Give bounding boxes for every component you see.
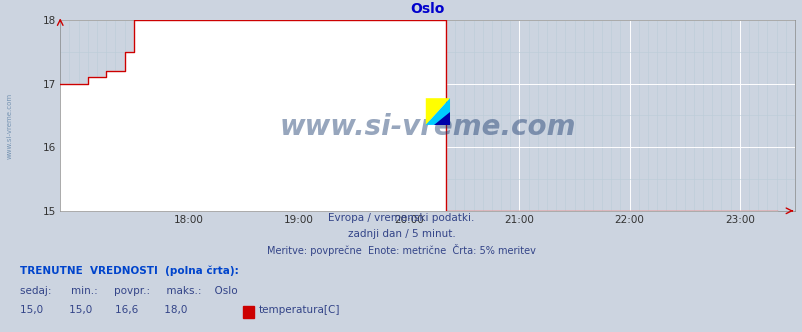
Polygon shape (434, 112, 449, 125)
Text: www.si-vreme.com: www.si-vreme.com (279, 113, 575, 141)
Text: Meritve: povprečne  Enote: metrične  Črta: 5% meritev: Meritve: povprečne Enote: metrične Črta:… (267, 244, 535, 256)
Text: sedaj:      min.:     povpr.:     maks.:    Oslo: sedaj: min.: povpr.: maks.: Oslo (20, 286, 237, 296)
Text: 15,0        15,0       16,6        18,0: 15,0 15,0 16,6 18,0 (20, 305, 187, 315)
Text: zadnji dan / 5 minut.: zadnji dan / 5 minut. (347, 229, 455, 239)
Polygon shape (425, 98, 449, 125)
Text: Evropa / vremenski podatki.: Evropa / vremenski podatki. (328, 213, 474, 223)
Text: TRENUTNE  VREDNOSTI  (polna črta):: TRENUTNE VREDNOSTI (polna črta): (20, 265, 238, 276)
Title: Oslo: Oslo (410, 2, 444, 16)
Polygon shape (425, 98, 449, 125)
Text: www.si-vreme.com: www.si-vreme.com (6, 93, 13, 159)
Text: temperatura[C]: temperatura[C] (258, 305, 339, 315)
